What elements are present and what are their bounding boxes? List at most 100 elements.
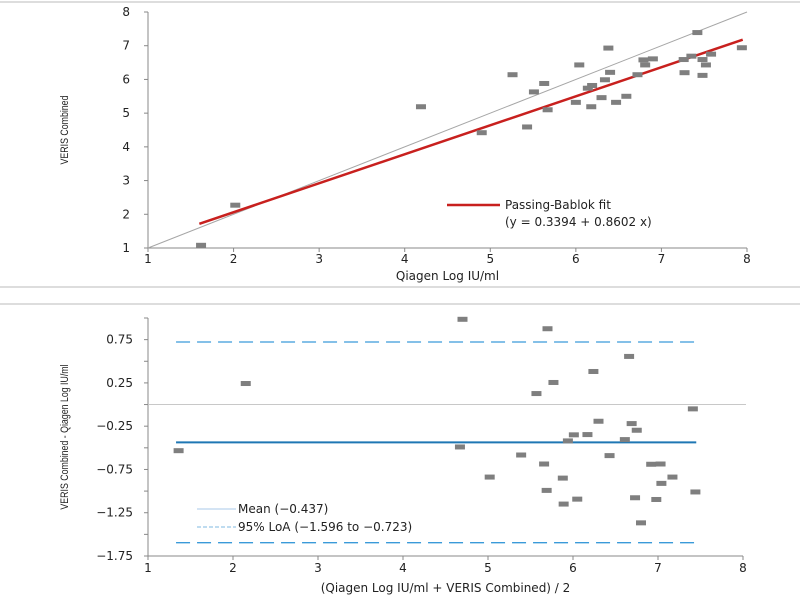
data-point	[651, 496, 662, 502]
y-tick-label: 1	[122, 241, 130, 255]
data-point	[582, 85, 593, 91]
data-point	[570, 99, 581, 105]
data-point	[640, 62, 651, 68]
data-point	[603, 45, 614, 51]
data-point	[697, 57, 708, 63]
y-axis-label: VERIS Combined - Qiagen Log IU/ml	[59, 364, 71, 509]
data-point	[582, 432, 593, 438]
data-point	[619, 437, 630, 443]
data-point	[415, 104, 426, 110]
y-tick-label: 0.25	[106, 376, 133, 390]
data-point	[678, 57, 689, 63]
y-tick-label: −1.25	[96, 506, 133, 520]
data-point	[240, 381, 251, 387]
data-point	[624, 353, 635, 359]
x-tick-label: 1	[144, 561, 152, 575]
x-axis-label: Qiagen Log IU/ml	[396, 269, 499, 283]
data-point	[457, 316, 468, 322]
x-tick-label: 4	[401, 252, 409, 266]
bland-altman-chart: 1 2 3 4 5 6 7 8 0.75 0.25 −0.25 −0.75 −1.25 −1.75 (Qia…	[59, 316, 747, 595]
data-point	[531, 391, 542, 397]
y-tick-label: 3	[122, 174, 130, 188]
data-point	[626, 421, 637, 427]
data-point	[574, 62, 585, 68]
data-point	[605, 69, 616, 75]
x-tick-label: 1	[144, 252, 152, 266]
data-point	[557, 475, 568, 481]
y-tick-label: 6	[122, 72, 130, 86]
data-point	[586, 104, 597, 110]
data-point	[630, 495, 641, 501]
x-tick-label: 2	[230, 252, 238, 266]
legend-loa-label: 95% LoA (−1.596 to −0.723)	[238, 520, 412, 534]
x-tick-label: 2	[229, 561, 237, 575]
y-tick-label: 8	[122, 5, 130, 19]
x-axis-label: (Qiagen Log IU/ml + VERIS Combined) / 2	[321, 581, 571, 595]
x-tick-label: 7	[658, 252, 666, 266]
x-tick-label: 8	[739, 561, 747, 575]
y-tick-label: −1.75	[96, 549, 133, 563]
y-tick-label: 2	[122, 207, 130, 221]
data-point	[548, 379, 559, 385]
data-point	[736, 45, 747, 51]
x-tick-label: 3	[315, 252, 323, 266]
data-point	[196, 242, 207, 248]
data-point	[173, 448, 184, 454]
y-tick-label: 5	[122, 106, 130, 120]
data-point	[636, 520, 646, 526]
passing-bablok-chart: 1 2 3 4 5 6 7 8 1 2 3 4 5 6 7 8 Qiagen Log IU/ml VERIS Co…	[59, 5, 751, 283]
x-tick-label: 5	[486, 252, 494, 266]
x-tick-label: 4	[399, 561, 407, 575]
data-point	[516, 452, 527, 458]
fit-line	[198, 38, 744, 226]
data-point	[476, 130, 487, 136]
data-point	[631, 427, 642, 433]
data-point	[541, 487, 552, 493]
legend-fit-label: Passing-Bablok fit	[505, 198, 611, 212]
data-point	[230, 202, 241, 208]
y-tick-label: 0.75	[106, 333, 133, 347]
y-axis-label: VERIS Combined	[59, 96, 71, 165]
y-tick-label: −0.75	[96, 462, 133, 476]
data-point	[587, 82, 598, 88]
data-point	[638, 57, 649, 63]
data-point	[621, 93, 632, 99]
data-point	[687, 406, 698, 412]
y-tick-label: −0.25	[96, 419, 133, 433]
data-point	[655, 461, 666, 467]
data-point	[690, 489, 701, 495]
x-tick-label: 3	[314, 561, 322, 575]
data-point	[522, 124, 533, 130]
y-tick-label: 7	[122, 39, 130, 53]
data-point	[697, 72, 708, 78]
data-point	[542, 107, 553, 113]
x-tick-label: 8	[743, 252, 751, 266]
data-point	[484, 474, 495, 480]
y-tick-label: 4	[122, 140, 130, 154]
data-point	[454, 444, 465, 450]
data-point	[542, 326, 553, 332]
data-point	[572, 496, 583, 502]
data-point	[611, 99, 622, 105]
data-point	[700, 62, 711, 68]
data-point	[599, 77, 610, 83]
x-tick-label: 6	[569, 561, 577, 575]
data-point	[558, 501, 569, 507]
data-point	[562, 438, 573, 444]
x-tick-label: 7	[654, 561, 662, 575]
data-point	[593, 418, 604, 424]
data-point	[686, 53, 697, 59]
data-point	[604, 453, 615, 459]
data-point	[656, 480, 667, 486]
data-point	[539, 80, 550, 86]
data-point	[596, 95, 607, 101]
data-point	[646, 461, 657, 467]
data-point	[647, 56, 658, 62]
data-point	[539, 461, 550, 467]
data-point	[568, 432, 579, 438]
data-point	[588, 368, 599, 374]
data-point	[667, 474, 678, 480]
data-point	[706, 51, 717, 57]
data-point	[528, 89, 539, 95]
